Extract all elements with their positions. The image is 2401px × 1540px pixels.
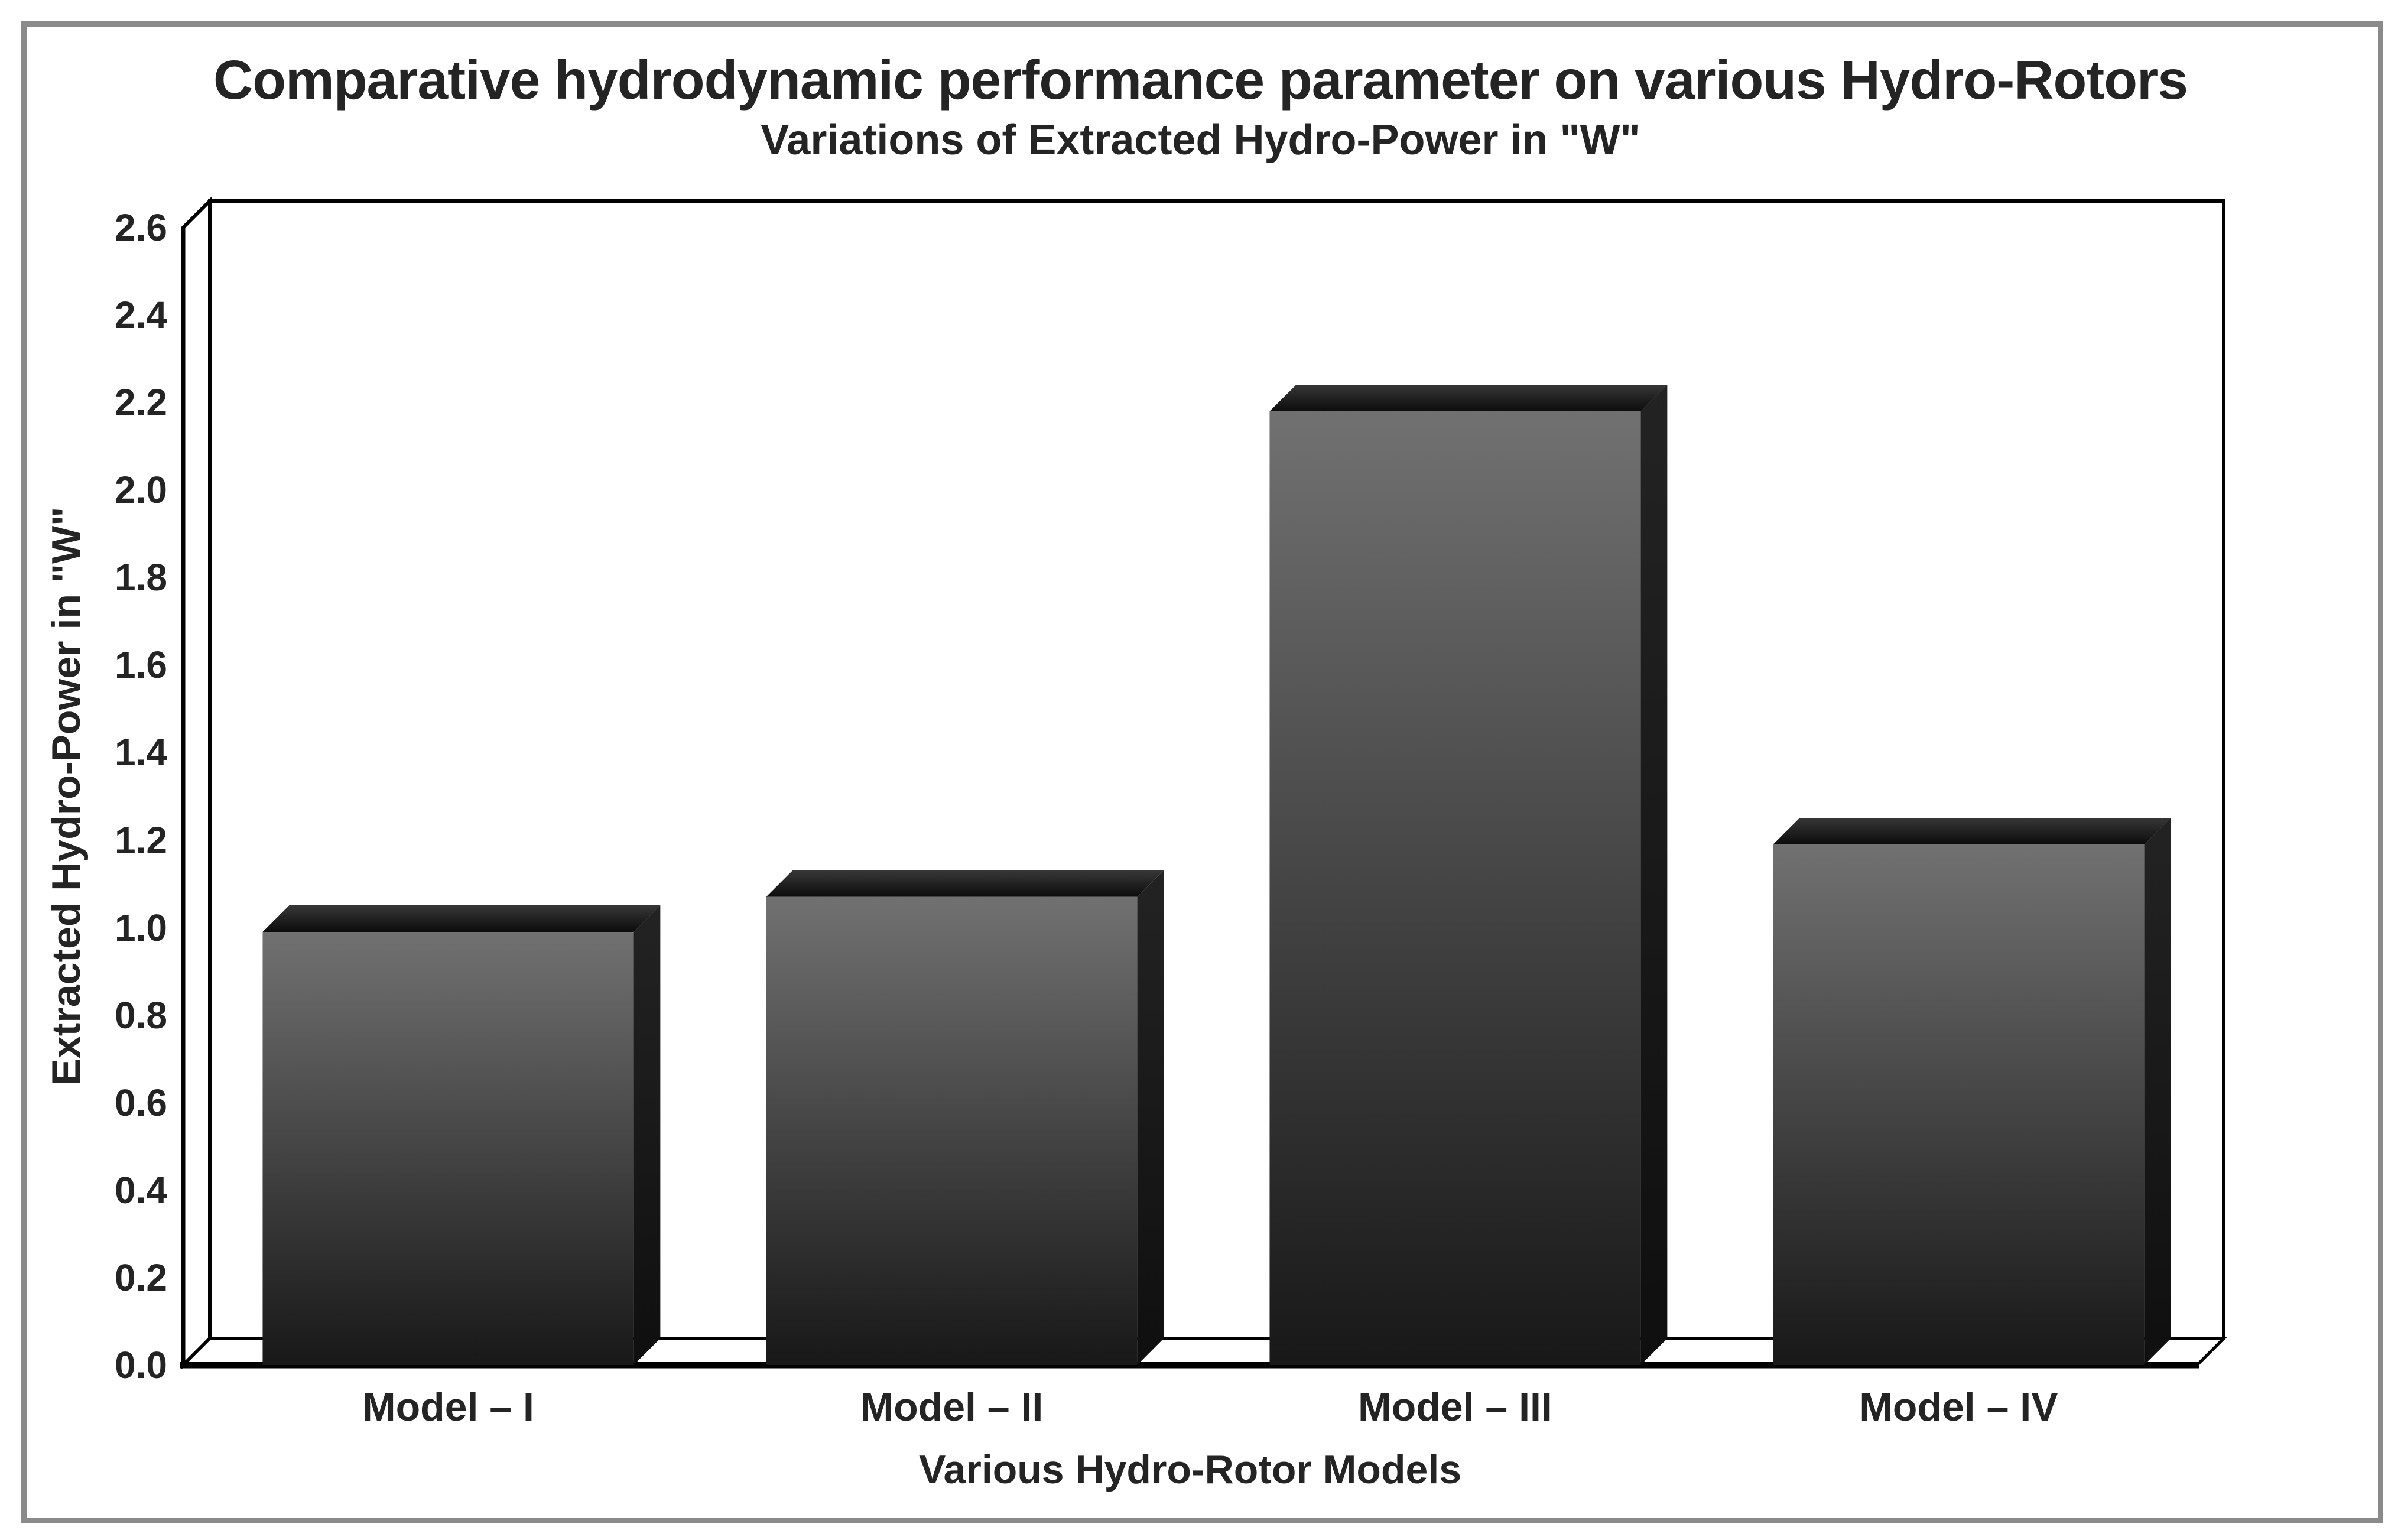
x-category-label: Model – III (1358, 1385, 1552, 1429)
y-tick-label: 2.6 (115, 206, 167, 249)
bar-side-face (1640, 384, 1668, 1365)
bar-front-face (262, 932, 634, 1365)
bar-Model – III (1269, 384, 1668, 1365)
bar-side-face (633, 905, 661, 1365)
x-axis-title: Various Hydro-Rotor Models (918, 1447, 1462, 1492)
bar-Model – II (766, 870, 1164, 1365)
figure-border (21, 21, 2383, 1523)
bar-side-face (2144, 817, 2171, 1365)
bar-top-face (262, 905, 661, 933)
x-category-label: Model – II (860, 1385, 1044, 1429)
bar-front-face (766, 896, 1138, 1365)
bar-top-face (1269, 384, 1668, 411)
y-tick-label: 0.2 (115, 1256, 167, 1299)
bar-front-face (1269, 411, 1641, 1365)
bars-group (262, 384, 2171, 1365)
y-tick-label: 2.2 (115, 381, 167, 424)
y-tick-label: 1.8 (115, 556, 167, 599)
y-tick-label: 1.6 (115, 644, 167, 687)
y-tick-label: 0.6 (115, 1081, 167, 1124)
bar-side-face (1137, 870, 1164, 1365)
x-category-label: Model – I (362, 1385, 534, 1429)
bar-Model – IV (1773, 817, 2171, 1365)
y-tick-label: 1.4 (115, 731, 167, 774)
y-tick-label: 1.0 (115, 906, 167, 949)
y-axis-title: Extracted Hydro-Power in "W" (44, 506, 89, 1086)
bar-front-face (1773, 844, 2145, 1365)
bar-top-face (766, 870, 1164, 897)
y-tick-label: 0.0 (115, 1344, 167, 1386)
y-tick-label: 1.2 (115, 818, 167, 862)
bar-Model – I (262, 905, 661, 1365)
x-category-label: Model – IV (1859, 1385, 2058, 1429)
chart-subtitle: Variations of Extracted Hydro-Power in "… (761, 116, 1640, 164)
chart-title: Comparative hydrodynamic performance par… (213, 49, 2188, 111)
y-tick-label: 0.8 (115, 993, 167, 1037)
bar-top-face (1773, 817, 2171, 844)
y-tick-label: 2.4 (115, 294, 167, 337)
left-wall (181, 196, 212, 1370)
y-tick-label: 2.0 (115, 469, 167, 512)
y-tick-label: 0.4 (115, 1168, 167, 1211)
